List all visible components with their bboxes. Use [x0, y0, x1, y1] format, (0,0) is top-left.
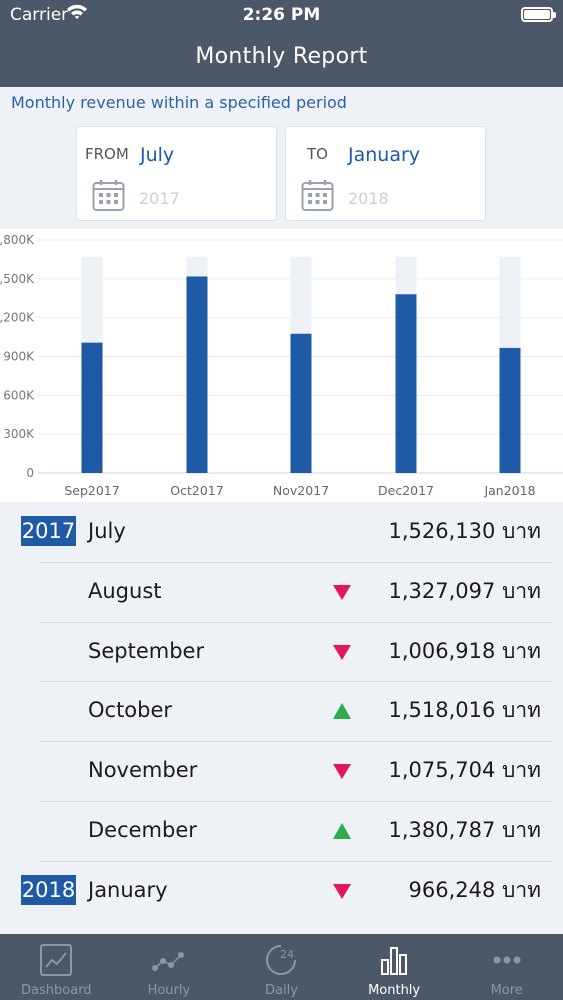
calendar-icon — [301, 180, 334, 211]
hourly-dots-icon — [151, 952, 184, 971]
revenue-amount: 1,526,130 บาท — [388, 519, 541, 543]
y-tick-label: 1,500K — [0, 272, 35, 286]
carrier-label: Carrier — [10, 5, 69, 25]
to-label: TO — [307, 145, 328, 163]
tab-daily[interactable]: 24 Daily — [225, 934, 338, 1000]
x-tick-label: Nov2017 — [273, 483, 329, 498]
tab-label: Daily — [265, 983, 298, 998]
dashboard-chart-icon — [40, 944, 73, 976]
to-month: January — [348, 144, 421, 166]
list-item[interactable]: September 1,006,918 บาท — [10, 621, 551, 682]
y-tick-label: 300K — [3, 427, 35, 441]
list-item[interactable]: December 1,380,787 บาท — [10, 800, 551, 861]
list-item[interactable]: November 1,075,704 บาท — [10, 741, 551, 801]
monthly-bars-icon — [381, 947, 408, 975]
bar-jan2018 — [499, 347, 521, 473]
to-year: 2018 — [348, 189, 389, 208]
x-tick-label: Oct2017 — [170, 483, 223, 498]
tab-dashboard[interactable]: Dashboard — [0, 934, 113, 1000]
trend-up-icon — [333, 703, 351, 720]
wifi-icon — [67, 4, 87, 19]
status-time: 2:26 PM — [242, 5, 321, 25]
month-label: October — [88, 698, 173, 723]
month-label: September — [88, 638, 205, 663]
x-tick-label: Jan2018 — [483, 483, 535, 498]
status-bar: Carrier 2:26 PM — [0, 0, 563, 30]
page-title: Monthly Report — [195, 44, 368, 69]
year-badge: 2018 — [21, 874, 76, 905]
to-date-picker[interactable]: TO January 2018 — [285, 126, 486, 221]
revenue-bar-chart: 0 300K 600K 900K 1,200K 1,500K 1,800K Sep2017 Oc… — [0, 233, 563, 498]
monthly-revenue-list: 2017 July 1,526,130 บาท August 1,327,097 บาท… — [10, 502, 551, 921]
y-tick-label: 1,800K — [0, 233, 35, 247]
tab-label: Monthly — [368, 983, 421, 998]
bar-sep2017 — [81, 342, 103, 473]
revenue-amount: 1,327,097 บาท — [388, 578, 541, 603]
tab-label: Hourly — [147, 983, 191, 998]
list-item[interactable]: August 1,327,097 บาท — [10, 561, 551, 622]
bar-oct2017 — [186, 276, 208, 473]
x-tick-label: Dec2017 — [378, 483, 434, 498]
battery-icon — [521, 7, 556, 22]
tab-hourly[interactable]: Hourly — [113, 934, 226, 1000]
y-tick-label: 600K — [3, 388, 35, 402]
year-badge: 2017 — [21, 516, 76, 546]
app-header: Carrier 2:26 PM Monthly Report — [0, 0, 563, 87]
tab-more[interactable]: More — [450, 934, 563, 1000]
svg-text:24: 24 — [280, 948, 294, 961]
revenue-amount: 966,248 บาท — [408, 877, 541, 902]
list-item[interactable]: October 1,518,016 บาท — [10, 681, 551, 742]
daily-24-icon: 24 — [266, 945, 297, 975]
y-tick-label: 0 — [26, 466, 34, 480]
from-label: FROM — [85, 145, 129, 163]
month-label: January — [88, 877, 168, 902]
revenue-chart: 0 300K 600K 900K 1,200K 1,500K 1,800K Sep2017 Oc… — [0, 229, 563, 502]
month-label: August — [88, 578, 162, 603]
tab-bar: Dashboard Hourly 24 Daily Monthly More — [0, 934, 563, 1000]
bar-dec2017 — [395, 294, 417, 473]
trend-down-icon — [333, 644, 351, 660]
calendar-icon — [92, 180, 125, 211]
y-tick-label: 900K — [3, 350, 35, 364]
revenue-amount: 1,518,016 บาท — [388, 698, 541, 723]
tab-monthly[interactable]: Monthly — [338, 934, 451, 1000]
from-date-picker[interactable]: FROM July 2017 — [76, 126, 277, 221]
month-label: November — [88, 758, 198, 783]
trend-up-icon — [333, 822, 351, 839]
trend-down-icon — [333, 764, 351, 780]
revenue-amount: 1,075,704 บาท — [388, 758, 541, 783]
tab-label: Dashboard — [21, 983, 92, 998]
tab-label: More — [490, 983, 523, 998]
trend-down-icon — [333, 883, 351, 899]
report-subtitle: Monthly revenue within a specified perio… — [11, 93, 347, 112]
trend-down-icon — [333, 584, 351, 600]
from-month: July — [140, 144, 175, 166]
from-year: 2017 — [139, 189, 180, 208]
month-label: July — [88, 519, 126, 543]
list-item[interactable]: 2017 July 1,526,130 บาท — [10, 502, 551, 562]
bar-nov2017 — [290, 333, 312, 473]
x-tick-label: Sep2017 — [64, 483, 119, 498]
y-tick-label: 1,200K — [0, 311, 35, 325]
revenue-amount: 1,380,787 บาท — [388, 817, 541, 842]
list-item[interactable]: 2018 January 966,248 บาท — [10, 860, 551, 921]
revenue-amount: 1,006,918 บาท — [388, 638, 541, 663]
month-label: December — [88, 817, 197, 842]
more-dots-icon — [493, 956, 521, 964]
